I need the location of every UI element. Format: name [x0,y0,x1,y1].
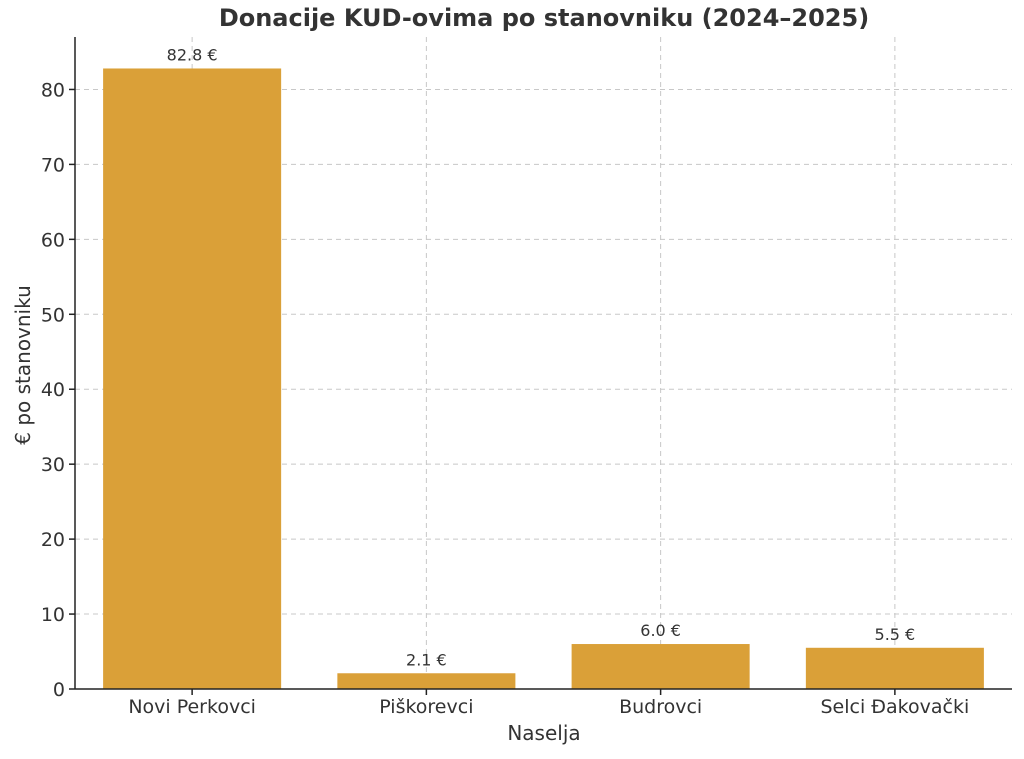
y-tick-label: 20 [41,529,65,551]
y-tick-label: 10 [41,604,65,626]
y-axis-label: € po stanovniku [11,285,35,445]
x-axis-label: Naselja [507,721,580,745]
bar [571,644,750,689]
y-tick-label: 80 [41,79,65,101]
bars [103,68,984,690]
chart-title: Donacije KUD-ovima po stanovniku (2024–2… [219,4,869,32]
data-label: 5.5 € [875,625,916,644]
data-label: 6.0 € [640,621,681,640]
bar [103,68,282,690]
x-tick-label: Selci Đakovački [821,696,970,718]
data-label: 2.1 € [406,650,447,669]
x-tick-label: Budrovci [619,696,702,718]
bar [805,647,984,689]
y-tick-label: 0 [53,679,65,701]
y-tick-label: 50 [41,304,65,326]
y-tick-label: 40 [41,379,65,401]
labels: 0 10 20 30 40 50 60 70 80 82.8 € Novi Perkovci 2.1 … [41,45,969,718]
x-tick-label: Novi Perkovci [128,696,256,718]
x-tick-label: Piškorevci [379,696,473,718]
data-label: 82.8 € [167,45,218,64]
axes [69,37,1012,695]
y-tick-label: 70 [41,154,65,176]
bar [337,673,516,689]
y-tick-label: 30 [41,454,65,476]
y-tick-label: 60 [41,229,65,251]
